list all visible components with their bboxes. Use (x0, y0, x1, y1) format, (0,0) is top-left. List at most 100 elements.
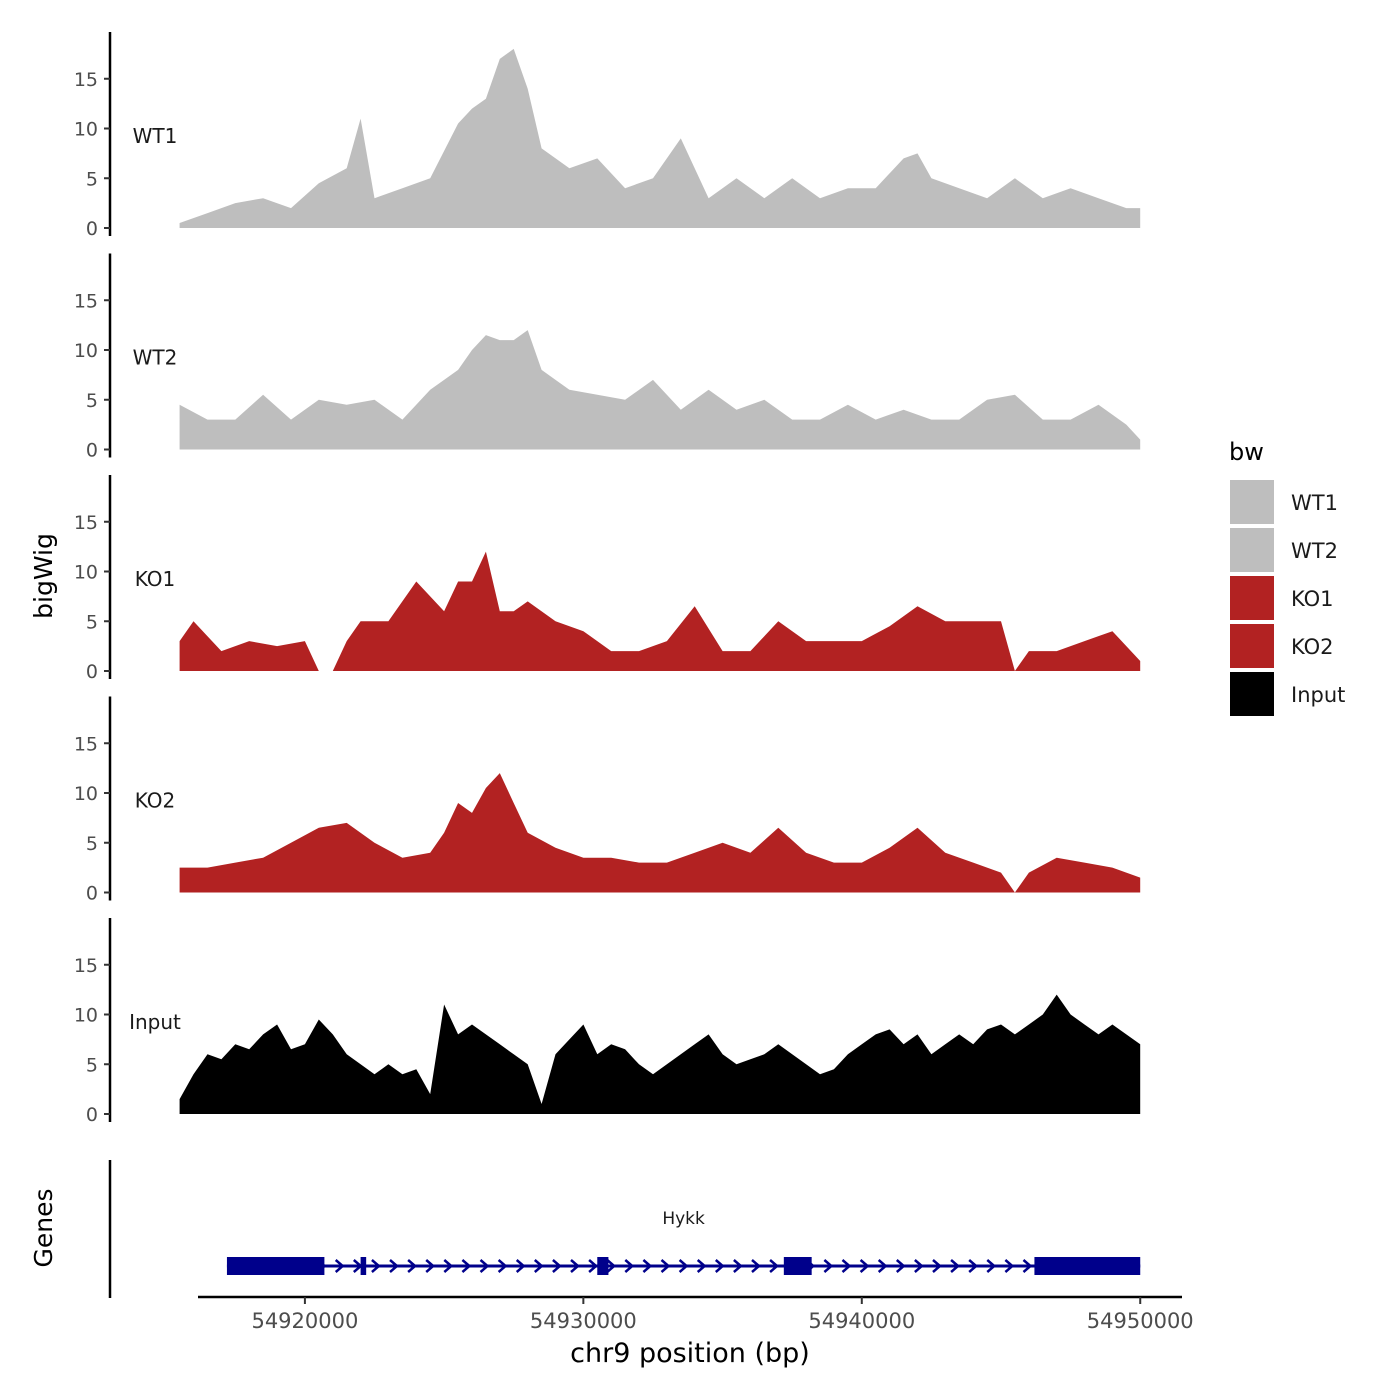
strand-arrow (389, 1259, 399, 1273)
strand-arrow (932, 1259, 942, 1273)
y-tick-label: 0 (86, 1104, 98, 1126)
y-tick-label: 0 (86, 661, 98, 683)
tracks-layer: 0 5 10 15 WT1 0 5 10 15 WT2 0 5 10 15 KO1 0 5 10 15 KO2 0 5 10… (74, 32, 1141, 1126)
strand-arrow (1022, 1259, 1033, 1273)
strand-arrow (678, 1259, 689, 1273)
exon (783, 1257, 812, 1275)
signal-area-wt2 (179, 330, 1141, 450)
track-ko1: 0 5 10 15 KO1 (74, 475, 1141, 683)
strand-arrow (642, 1259, 653, 1273)
x-tick-label: 54940000 (808, 1309, 915, 1333)
y-tick-label: 15 (74, 290, 98, 312)
y-tick-label: 5 (86, 168, 98, 190)
y-tick-label: 15 (74, 955, 98, 977)
legend-swatch-input (1230, 672, 1274, 716)
y-tick-label: 15 (74, 512, 98, 534)
track-label-input: Input (129, 1010, 181, 1034)
legend-swatch-ko1 (1230, 576, 1274, 620)
strand-arrow (371, 1259, 381, 1273)
strand-arrow (461, 1259, 472, 1273)
strand-arrow (895, 1259, 906, 1273)
strand-arrow (714, 1259, 725, 1273)
strand-arrow (552, 1259, 562, 1273)
signal-area-input (179, 994, 1141, 1114)
strand-arrow (733, 1259, 743, 1273)
x-tick-label: 54950000 (1087, 1309, 1194, 1333)
exon (597, 1257, 609, 1275)
y-tick-label: 10 (74, 340, 98, 362)
strand-arrow (986, 1259, 997, 1273)
track-label-ko2: KO2 (135, 789, 176, 813)
strand-arrow (425, 1259, 436, 1273)
y-tick-label: 10 (74, 119, 98, 141)
x-tick-label: 54920000 (251, 1309, 358, 1333)
strand-arrow (950, 1259, 960, 1273)
strand-arrow (497, 1259, 508, 1273)
signal-area-ko1 (179, 551, 1141, 671)
y-tick-label: 5 (86, 390, 98, 412)
strand-arrow (334, 1259, 345, 1273)
x-axis: 54920000 54930000 54940000 54950000 (198, 1295, 1194, 1333)
exon (1034, 1257, 1141, 1275)
y-tick-label: 15 (74, 69, 98, 91)
track-wt2: 0 5 10 15 WT2 (74, 253, 1141, 462)
x-axis-title: chr9 position (bp) (570, 1338, 810, 1369)
legend-swatch-wt2 (1230, 528, 1274, 572)
y-tick-label: 0 (86, 883, 98, 905)
strand-arrow (533, 1259, 544, 1273)
track-input: 0 5 10 15 Input (74, 918, 1141, 1126)
strand-arrow (696, 1259, 707, 1273)
legend-label-ko1: KO1 (1291, 587, 1334, 611)
strand-arrow (407, 1259, 418, 1273)
y-tick-label: 15 (74, 733, 98, 755)
exon (226, 1257, 325, 1275)
strand-arrow (443, 1259, 454, 1273)
strand-arrow (570, 1259, 580, 1273)
x-tick-label: 54930000 (530, 1309, 637, 1333)
y-axis-title: bigWig (29, 533, 58, 619)
gene-track-label: Genes (29, 1188, 58, 1267)
signal-area-ko2 (179, 773, 1141, 893)
y-tick-label: 10 (74, 783, 98, 805)
legend-label-input: Input (1291, 683, 1345, 707)
y-tick-label: 0 (86, 218, 98, 240)
legend-label-wt1: WT1 (1291, 491, 1338, 515)
track-label-wt1: WT1 (133, 124, 178, 148)
track-label-wt2: WT2 (133, 346, 178, 370)
strand-arrow (823, 1259, 834, 1273)
strand-arrow (859, 1259, 870, 1273)
strand-arrow (588, 1259, 599, 1273)
y-tick-label: 0 (86, 440, 98, 462)
strand-arrow (660, 1259, 671, 1273)
strand-arrow (515, 1259, 526, 1273)
legend-label-ko2: KO2 (1291, 635, 1334, 659)
y-tick-label: 5 (86, 611, 98, 633)
strand-arrow (751, 1259, 761, 1273)
strand-arrow (1004, 1259, 1015, 1273)
strand-arrow (841, 1259, 852, 1273)
strand-arrow (914, 1259, 924, 1273)
legend-title: bw (1229, 438, 1264, 466)
strand-arrow (877, 1259, 888, 1273)
strand-arrow (769, 1259, 780, 1273)
exon (360, 1257, 367, 1275)
y-tick-label: 10 (74, 1005, 98, 1027)
signal-area-wt1 (179, 48, 1141, 229)
gene-track: Hykk (108, 1160, 1141, 1298)
legend-swatch-ko2 (1230, 624, 1274, 668)
track-wt1: 0 5 10 15 WT1 (74, 32, 1141, 240)
strand-arrow (479, 1259, 490, 1273)
y-tick-label: 5 (86, 1054, 98, 1076)
legend-label-wt2: WT2 (1291, 539, 1338, 563)
strand-arrow (624, 1259, 635, 1273)
y-tick-label: 5 (86, 833, 98, 855)
track-ko2: 0 5 10 15 KO2 (74, 696, 1141, 905)
legend: bw WT1 WT2 KO1 KO2 Input (1229, 438, 1345, 716)
track-label-ko1: KO1 (135, 567, 176, 591)
gene-name-label: Hykk (662, 1209, 705, 1229)
strand-arrow (968, 1259, 979, 1273)
strand-arrow (606, 1259, 617, 1273)
y-tick-label: 10 (74, 562, 98, 584)
legend-swatch-wt1 (1230, 480, 1274, 524)
